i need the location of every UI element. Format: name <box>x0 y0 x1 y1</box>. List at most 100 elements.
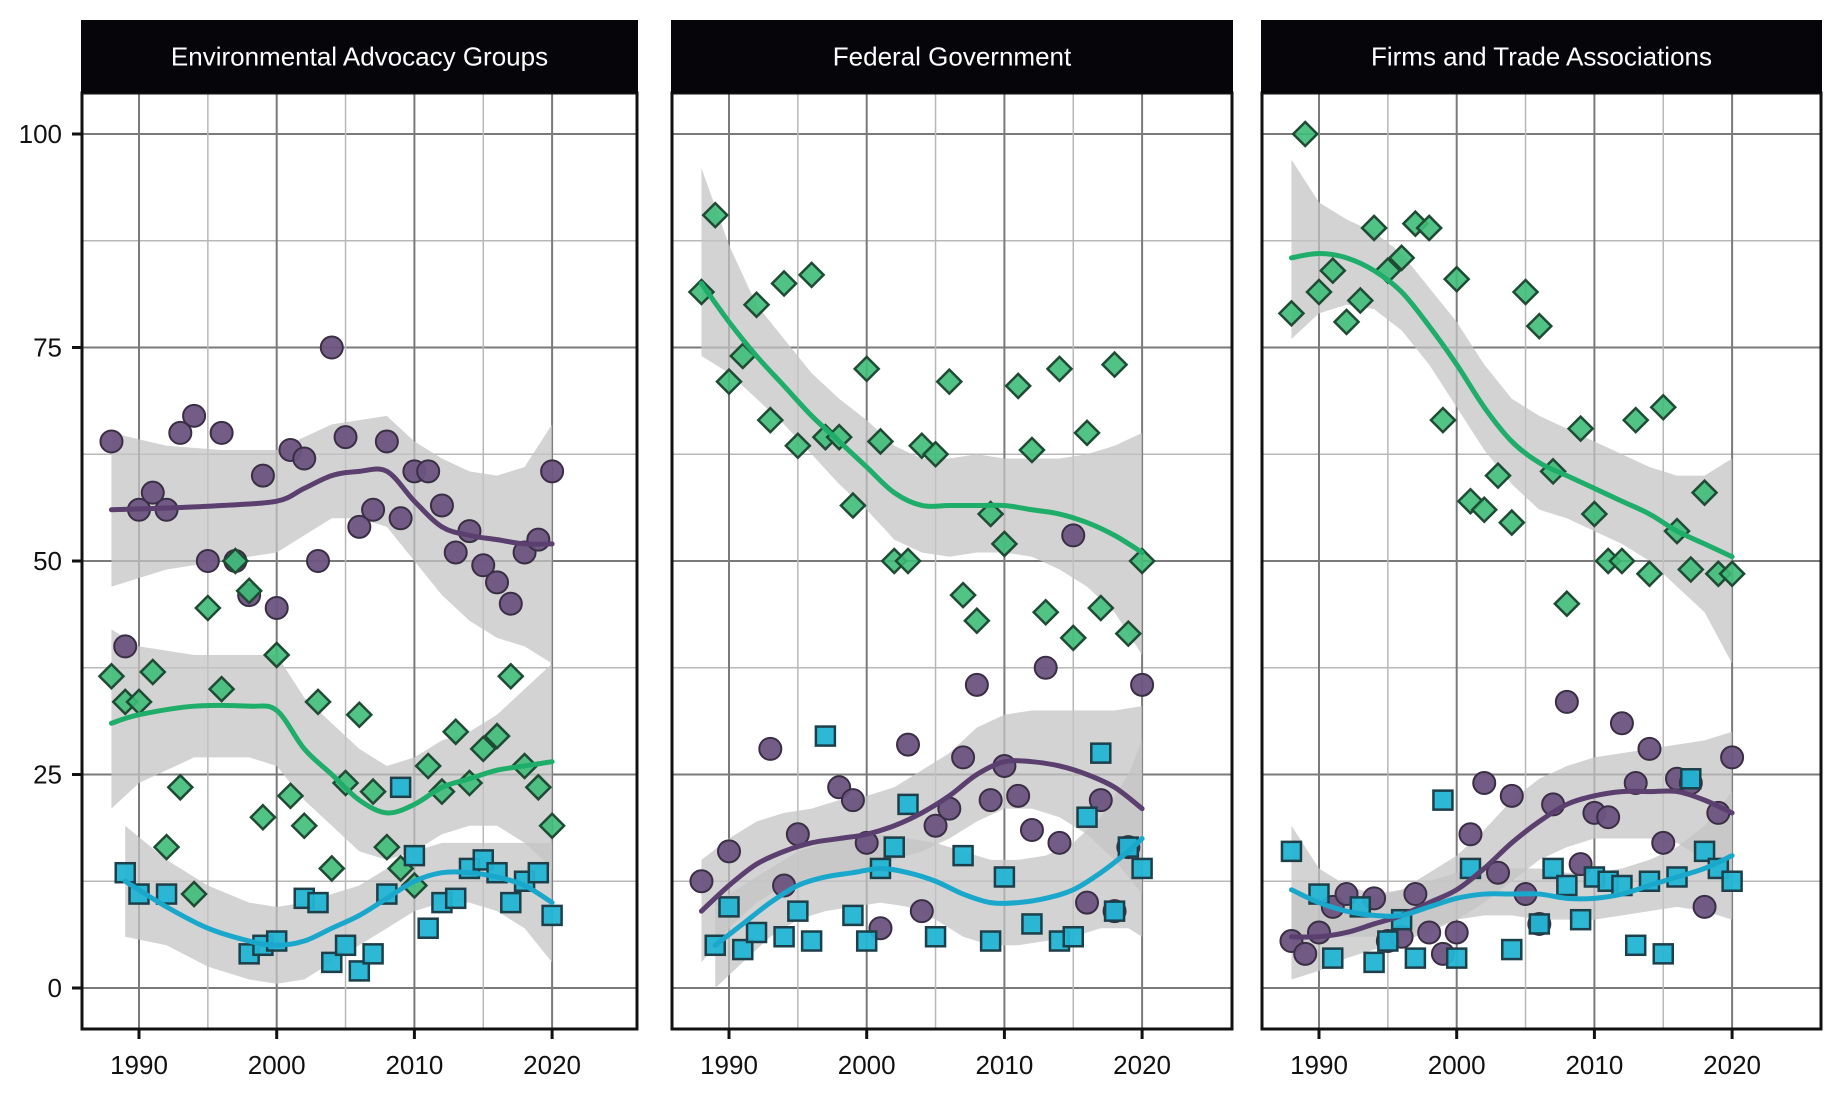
data-point-circle <box>113 634 138 659</box>
data-point-square <box>1377 930 1399 952</box>
data-point-circle <box>1047 830 1072 855</box>
data-point-diamond <box>152 833 181 861</box>
data-point-diamond <box>359 777 387 806</box>
data-point-circle <box>1596 805 1621 830</box>
data-point-square <box>1103 900 1126 922</box>
data-point-circle <box>1033 655 1058 680</box>
data-point-circle <box>1486 860 1511 885</box>
points-circle <box>99 335 565 659</box>
data-point-circle <box>896 732 921 757</box>
data-point-circle <box>195 549 220 573</box>
data-point-square <box>1528 913 1551 935</box>
data-point-square <box>787 900 809 922</box>
data-point-square <box>718 896 740 918</box>
data-point-diamond <box>249 803 277 831</box>
data-point-square <box>745 921 768 944</box>
data-point-diamond <box>894 547 922 575</box>
y-tick-label: 75 <box>33 333 62 363</box>
data-point-diamond <box>963 607 991 635</box>
data-point-circle <box>840 788 865 813</box>
data-point-diamond <box>852 355 881 383</box>
data-point-diamond <box>139 658 167 686</box>
data-point-circle <box>361 497 386 522</box>
data-point-diamond <box>1305 278 1333 306</box>
data-point-circle <box>182 403 207 428</box>
data-point-diamond <box>1484 461 1512 490</box>
data-point-circle <box>758 736 783 761</box>
smooth-line-diamond <box>108 702 555 816</box>
data-point-square <box>814 725 837 747</box>
x-tick-label: 1990 <box>700 1050 758 1080</box>
data-point-square <box>1501 938 1523 961</box>
facet-panel: Federal Government 1990 2000 2010 2020 <box>670 20 1234 1080</box>
data-point-diamond <box>1580 500 1609 528</box>
data-point-circle <box>333 425 358 450</box>
data-point-circle <box>471 553 496 578</box>
data-point-diamond <box>1649 393 1678 422</box>
data-point-diamond <box>97 662 126 691</box>
data-point-circle <box>306 549 331 573</box>
data-point-square <box>1363 951 1385 974</box>
facet-title: Federal Government <box>833 42 1072 72</box>
data-point-diamond <box>1621 406 1650 434</box>
data-point-diamond <box>414 752 442 780</box>
x-tick-label: 2000 <box>248 1050 306 1080</box>
data-point-square <box>842 904 864 927</box>
y-tick-label: 50 <box>33 546 62 576</box>
data-point-diamond <box>373 833 401 861</box>
data-point-circle <box>1307 920 1331 945</box>
data-point-circle <box>140 480 165 505</box>
data-point-circle <box>1472 771 1497 796</box>
data-point-square <box>800 930 823 952</box>
x-tick-label: 2010 <box>1565 1050 1623 1080</box>
confidence-band-square <box>1291 791 1733 946</box>
data-point-diamond <box>497 662 525 691</box>
data-point-circle <box>1623 771 1648 796</box>
data-point-diamond <box>441 718 470 746</box>
x-tick-label: 2010 <box>975 1050 1033 1080</box>
data-point-square <box>1090 742 1112 764</box>
data-point-circle <box>964 672 989 697</box>
data-point-diamond <box>1004 372 1032 400</box>
data-point-square <box>348 960 371 982</box>
smooth-line-circle <box>1288 788 1735 940</box>
confidence-band-circle <box>701 706 1143 963</box>
data-point-diamond <box>1525 312 1554 340</box>
y-tick-label: 25 <box>33 760 62 790</box>
data-point-square <box>1432 789 1454 811</box>
facet-panels: Environmental Advocacy Groups 1990 2000 201… <box>80 20 1823 1080</box>
data-point-diamond <box>538 811 566 840</box>
data-point-diamond <box>687 278 716 306</box>
data-point-square <box>1062 926 1084 948</box>
data-point-circle <box>1075 890 1100 915</box>
data-point-diamond <box>1319 256 1347 285</box>
data-point-diamond <box>1291 120 1319 148</box>
data-point-square <box>1542 857 1564 880</box>
x-tick-label: 2020 <box>1113 1050 1171 1080</box>
data-point-square <box>362 943 384 965</box>
data-point-square <box>855 930 878 952</box>
data-point-square <box>1404 947 1427 969</box>
data-point-circle <box>909 899 934 924</box>
data-point-diamond <box>1429 406 1457 434</box>
data-point-diamond <box>483 722 511 750</box>
data-point-circle <box>1692 894 1717 919</box>
data-point-square <box>924 926 947 948</box>
data-point-diamond <box>1128 547 1156 575</box>
data-point-diamond <box>715 367 743 396</box>
data-point-square <box>1021 913 1043 935</box>
data-point-diamond <box>345 700 374 729</box>
data-point-diamond <box>990 530 1019 558</box>
data-point-circle <box>717 839 741 864</box>
data-point-circle <box>1444 920 1469 945</box>
data-point-circle <box>1458 822 1483 847</box>
data-point-square <box>1652 943 1674 965</box>
data-point-diamond <box>921 440 950 469</box>
data-point-circle <box>209 420 234 445</box>
data-point-diamond <box>1346 286 1375 315</box>
data-point-diamond <box>1114 619 1143 648</box>
data-point-diamond <box>1470 495 1499 524</box>
x-tick-label: 2000 <box>838 1050 896 1080</box>
confidence-band-circle <box>111 415 553 664</box>
